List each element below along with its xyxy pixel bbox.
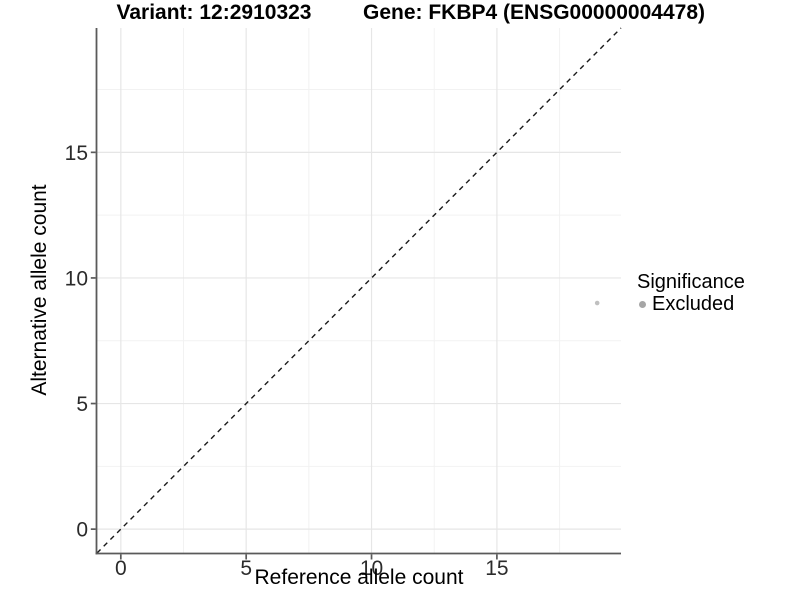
data-point bbox=[594, 300, 600, 306]
data-points bbox=[594, 300, 600, 306]
y-axis-title: Alternative allele count bbox=[28, 184, 51, 396]
axis-tick-labels: 0 5 10 15 0 5 10 15 bbox=[65, 142, 509, 580]
legend-title: Significance bbox=[637, 271, 745, 293]
y-tick-label-10: 10 bbox=[65, 267, 88, 290]
x-tick-label-15: 15 bbox=[485, 557, 508, 580]
x-tick-label-0: 0 bbox=[115, 557, 127, 580]
legend-item-label: Excluded bbox=[652, 293, 735, 315]
y-tick-label-0: 0 bbox=[76, 519, 88, 542]
plot-title-variant: Variant: 12:2910323 bbox=[116, 1, 312, 24]
y-tick-label-15: 15 bbox=[65, 142, 88, 165]
x-axis-title: Reference allele count bbox=[254, 566, 464, 589]
legend-item-excluded: Excluded bbox=[637, 294, 745, 315]
identity-dashed-line bbox=[96, 27, 622, 554]
plot-title-gene: Gene: FKBP4 (ENSG00000004478) bbox=[363, 1, 705, 24]
y-tick-label-5: 5 bbox=[76, 393, 88, 416]
legend-point-icon bbox=[639, 301, 646, 308]
axis-ticks bbox=[90, 151, 498, 560]
x-tick-label-10: 10 bbox=[360, 557, 383, 580]
gridlines-major bbox=[97, 28, 621, 553]
legend: Significance Excluded bbox=[637, 271, 745, 315]
x-tick-label-5: 5 bbox=[240, 557, 252, 580]
gridlines-minor bbox=[97, 28, 621, 553]
axis-lines bbox=[95, 28, 621, 555]
